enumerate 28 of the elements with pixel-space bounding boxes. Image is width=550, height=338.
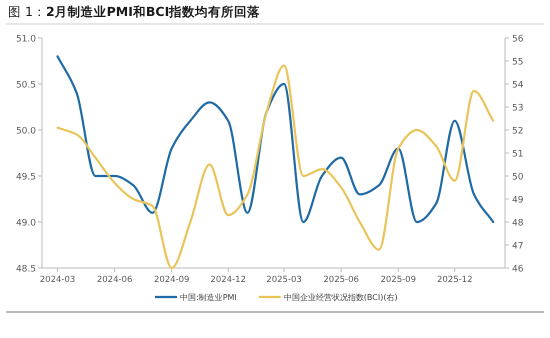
x-tick-label: 2024-06 — [96, 275, 132, 285]
y2-tick-label: 51 — [512, 150, 524, 160]
y-tick-label: 49.0 — [16, 218, 36, 228]
x-tick-label: 2025-06 — [323, 275, 359, 285]
chart-title: 图 1：2月制造业PMI和BCI指数均有所回落 — [8, 4, 262, 19]
y-tick-label: 51.0 — [16, 34, 36, 44]
y2-tick-label: 48 — [512, 218, 524, 228]
x-tick-label: 2024-12 — [210, 275, 246, 285]
y-tick-label: 49.5 — [16, 172, 36, 182]
x-tick-label: 2025-09 — [380, 275, 416, 285]
y2-tick-label: 53 — [512, 104, 524, 114]
y2-tick-label: 46 — [512, 264, 524, 274]
legend-label: 中国:制造业PMI — [180, 293, 237, 302]
y2-tick-label: 56 — [512, 34, 524, 44]
y2-tick-label: 54 — [512, 80, 524, 90]
y-tick-label: 50.0 — [16, 126, 36, 136]
y2-tick-label: 50 — [512, 172, 524, 182]
y-tick-label: 48.5 — [16, 264, 36, 274]
y2-tick-label: 55 — [512, 58, 524, 68]
y2-tick-label: 52 — [512, 126, 524, 136]
x-tick-label: 2025-03 — [266, 275, 302, 285]
x-tick-label: 2024-03 — [40, 275, 76, 285]
x-tick-label: 2025-12 — [436, 275, 472, 285]
y2-tick-label: 47 — [512, 242, 524, 252]
x-tick-label: 2024-09 — [154, 275, 190, 285]
y-tick-label: 50.5 — [16, 80, 36, 90]
legend-label: 中国企业经营状况指数(BCI)(右) — [284, 293, 398, 302]
y2-tick-label: 49 — [512, 196, 524, 206]
